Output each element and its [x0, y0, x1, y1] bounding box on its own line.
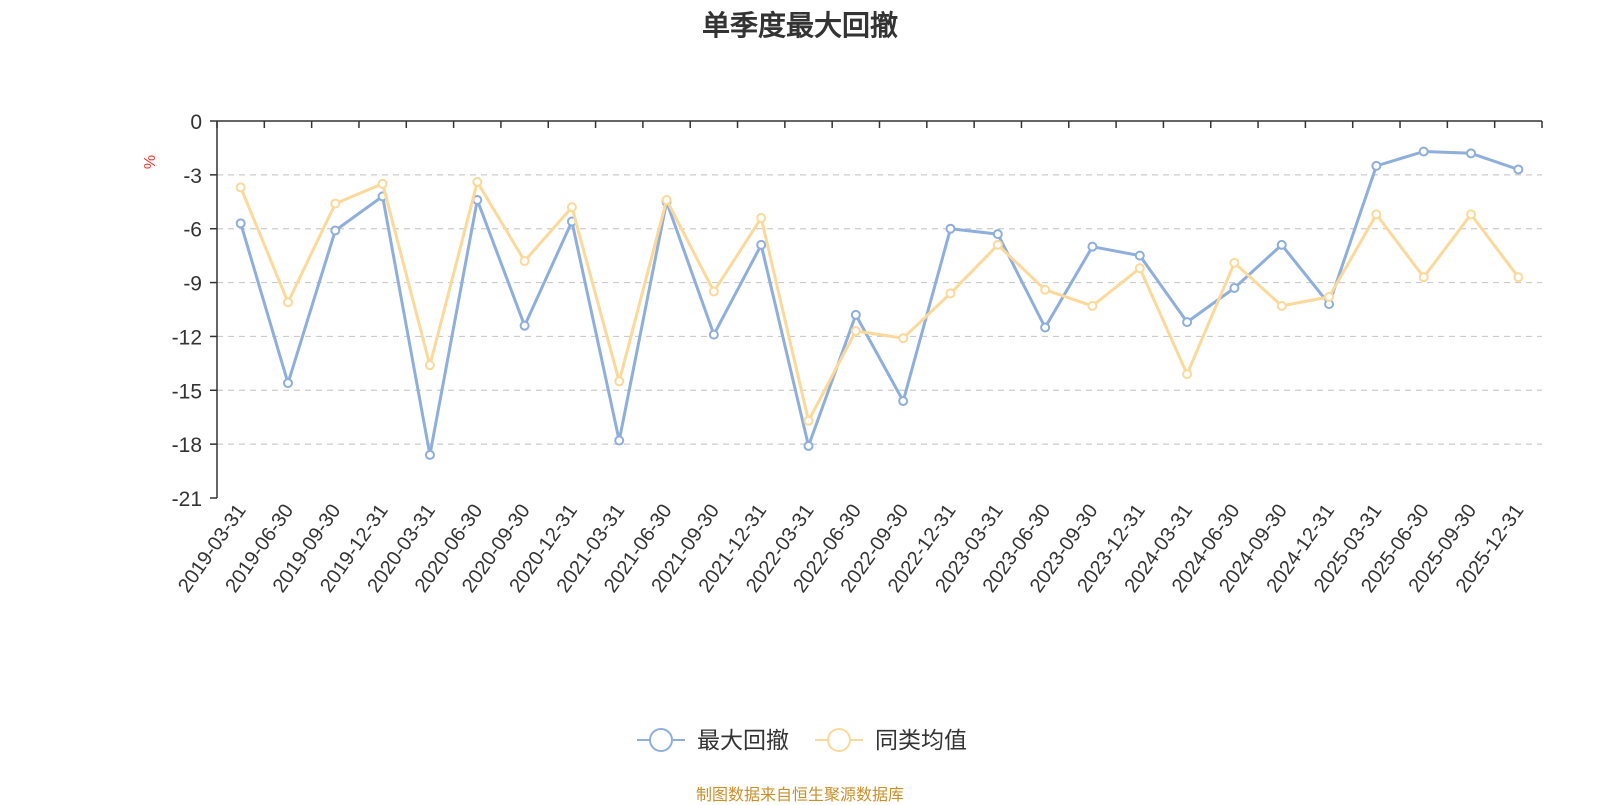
data-point: [472, 177, 483, 188]
data-point: [1276, 239, 1287, 250]
data-point: [1276, 300, 1287, 311]
data-point: [1040, 322, 1051, 333]
data-point: [519, 320, 530, 331]
data-point: [1418, 272, 1429, 283]
data-point: [1513, 164, 1524, 175]
data-point: [330, 198, 341, 209]
legend-label: 同类均值: [875, 727, 967, 753]
data-point: [1466, 148, 1477, 159]
source-note: 制图数据来自恒生聚源数据库: [695, 785, 904, 804]
series-2: [235, 177, 1524, 426]
x-tick-labels: 2019-03-312019-06-302019-09-302019-12-31…: [174, 500, 1528, 596]
data-point: [566, 202, 577, 213]
data-point: [803, 440, 814, 451]
data-point: [614, 435, 625, 446]
data-point: [708, 329, 719, 340]
legend-item[interactable]: 最大回撤: [637, 727, 789, 753]
data-point: [756, 212, 767, 223]
data-point: [661, 194, 672, 205]
data-point: [850, 326, 861, 337]
data-point: [1513, 272, 1524, 283]
data-point: [1418, 146, 1429, 157]
data-point: [992, 239, 1003, 250]
data-point: [1466, 209, 1477, 220]
data-point: [1229, 282, 1240, 293]
y-tick-labels: 0 -3 -6 -9 -12 -15 -18 -21: [172, 111, 202, 511]
data-point: [1040, 284, 1051, 295]
y-tick-label: -21: [172, 488, 202, 511]
data-point: [850, 309, 861, 320]
y-tick-label: -9: [183, 273, 202, 296]
data-point: [614, 376, 625, 387]
data-point: [708, 286, 719, 297]
chart-title: 单季度最大回撤: [701, 9, 898, 42]
data-point: [424, 360, 435, 371]
y-tick-label: -12: [172, 326, 202, 349]
legend[interactable]: 最大回撤 同类均值: [637, 727, 967, 753]
y-tick-label: -6: [183, 219, 202, 242]
legend-item[interactable]: 同类均值: [815, 727, 967, 753]
data-point: [945, 223, 956, 234]
data-point: [1087, 300, 1098, 311]
data-point: [282, 297, 293, 308]
axes: [210, 120, 1543, 499]
data-point: [1371, 160, 1382, 171]
data-point: [282, 378, 293, 389]
data-point: [1134, 250, 1145, 261]
y-tick-label: -15: [172, 380, 202, 403]
data-point: [235, 218, 246, 229]
data-point: [519, 256, 530, 267]
data-point: [992, 229, 1003, 240]
series-lines: [235, 146, 1524, 460]
data-point: [1324, 291, 1335, 302]
data-point: [1371, 209, 1382, 220]
data-point: [424, 449, 435, 460]
legend-marker: [827, 728, 851, 752]
data-point: [945, 288, 956, 299]
legend-label: 最大回撤: [697, 727, 789, 753]
data-point: [1134, 263, 1145, 274]
y-tick-label: -3: [183, 165, 202, 188]
data-point: [1182, 317, 1193, 328]
y-tick-label: 0: [190, 111, 202, 134]
data-point: [1182, 369, 1193, 380]
data-point: [235, 182, 246, 193]
legend-marker: [649, 728, 673, 752]
data-point: [1229, 257, 1240, 268]
data-point: [756, 239, 767, 250]
data-point: [898, 396, 909, 407]
y-axis-unit-label: %: [142, 155, 159, 169]
data-point: [1087, 241, 1098, 252]
series-1: [235, 146, 1524, 460]
data-point: [330, 225, 341, 236]
data-point: [803, 415, 814, 426]
series-line: [239, 180, 1520, 423]
series-line: [239, 150, 1519, 457]
data-point: [898, 333, 909, 344]
data-point: [377, 178, 388, 189]
y-tick-label: -18: [172, 434, 202, 457]
